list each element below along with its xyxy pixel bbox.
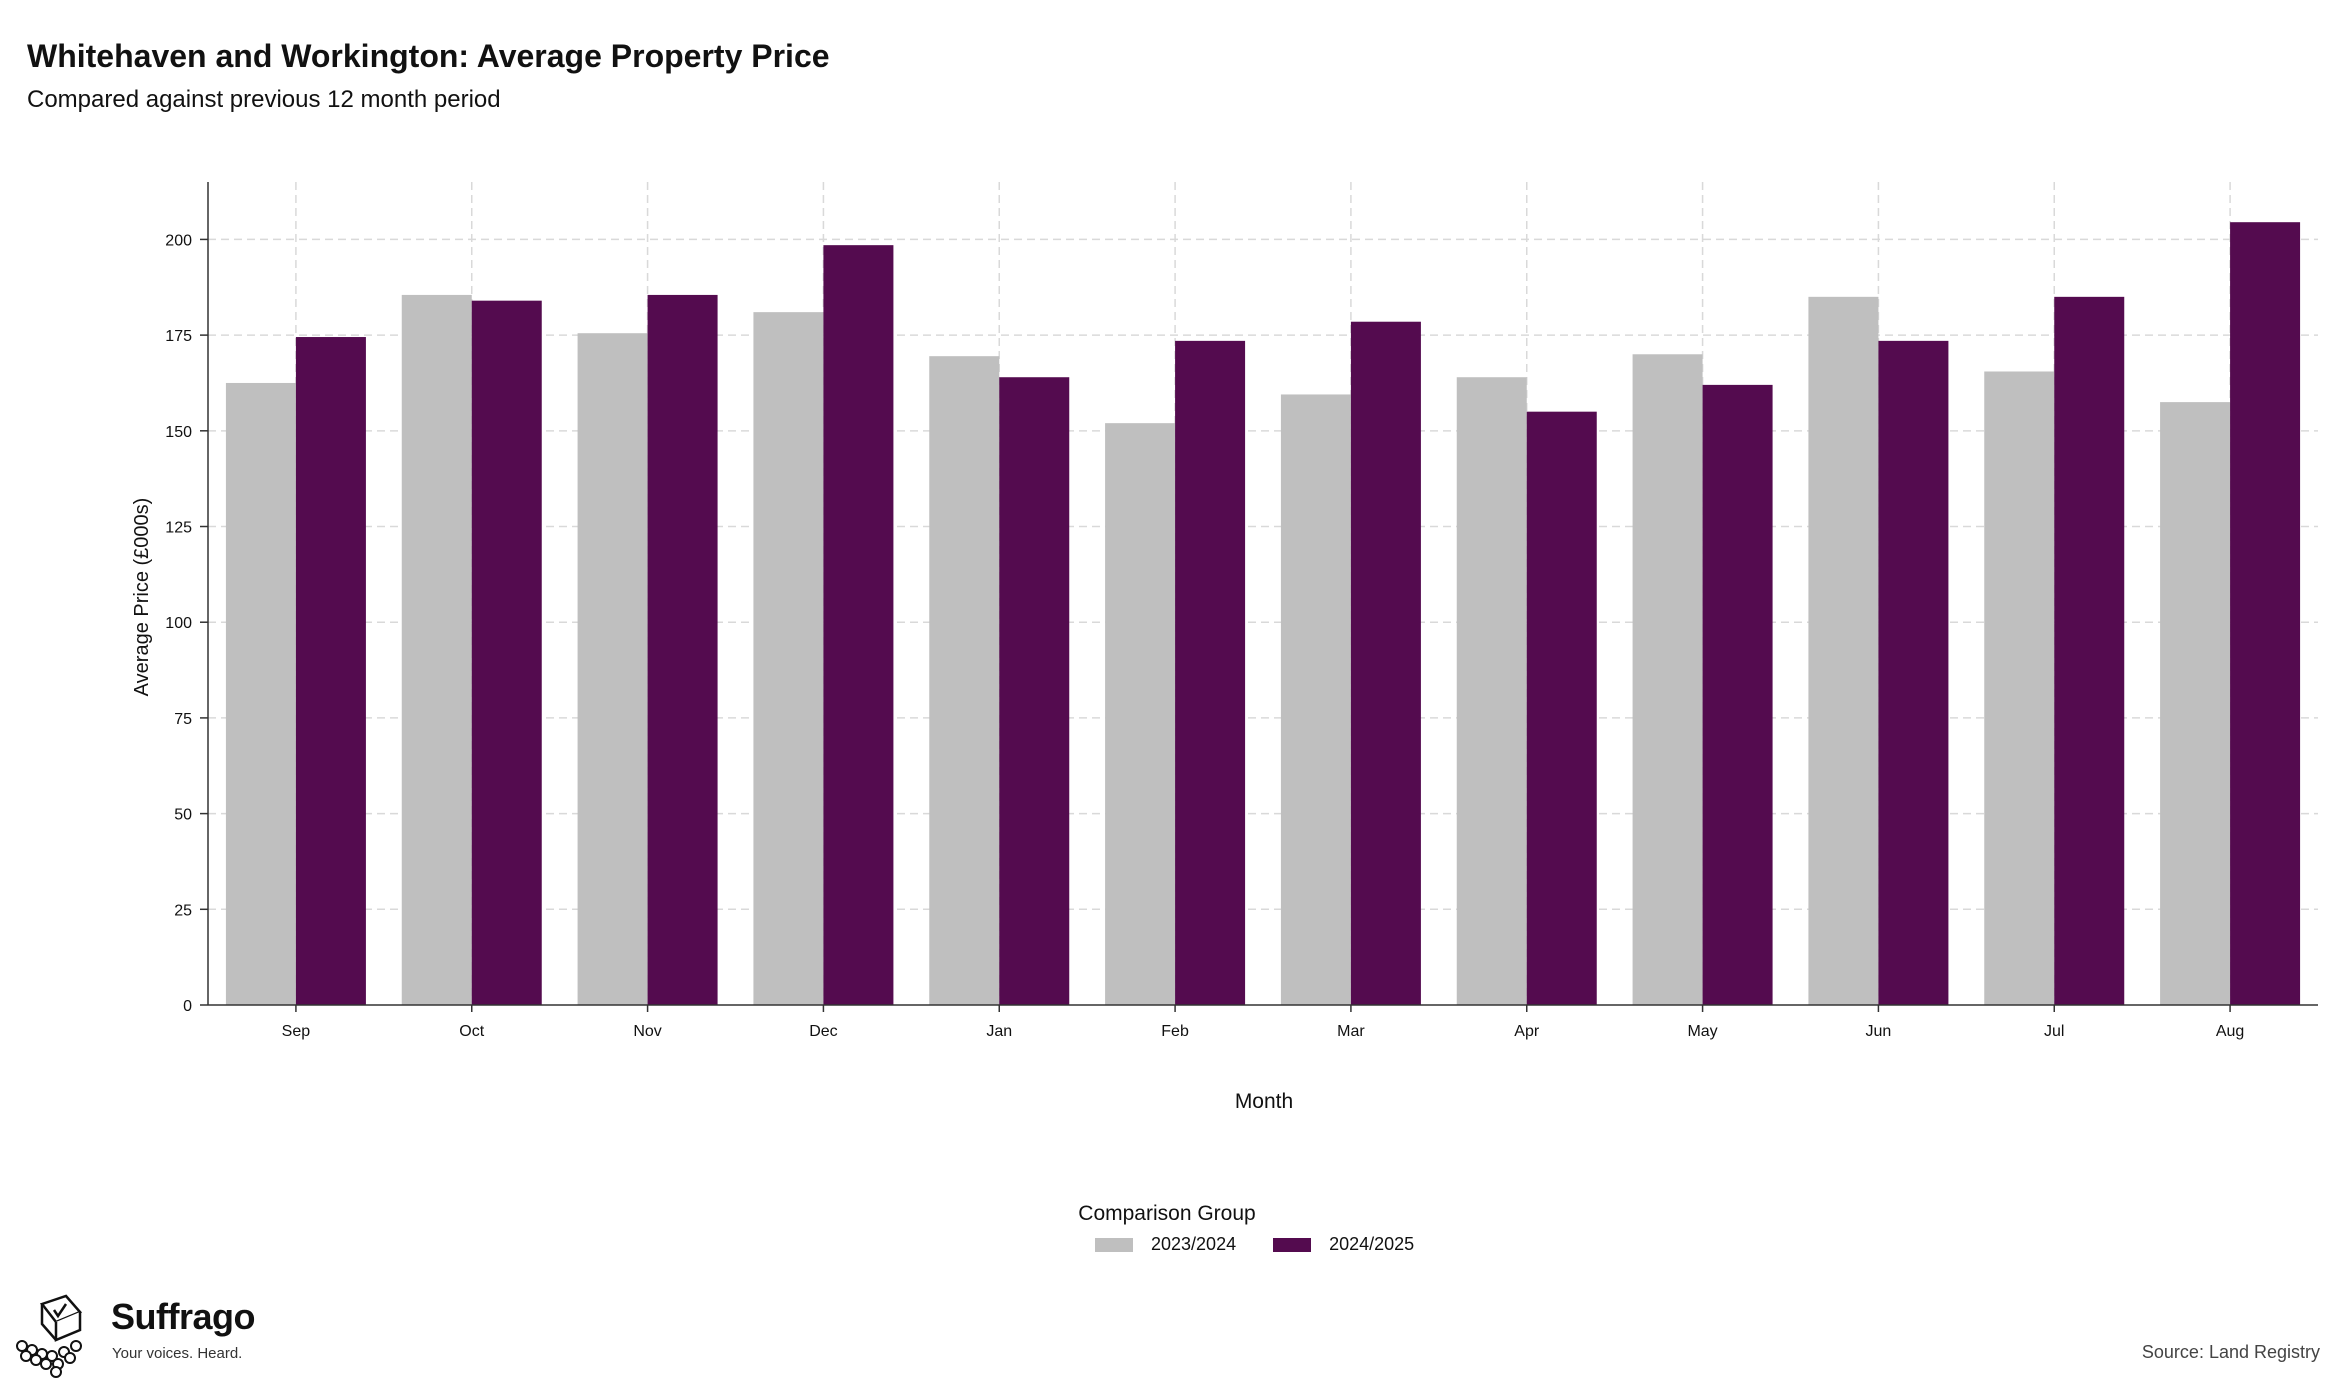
x-tick-label: Oct — [459, 1023, 484, 1040]
x-tick-label: May — [1687, 1023, 1717, 1040]
bar-2023-2024-oct — [401, 294, 472, 1006]
x-tick-label: Aug — [2216, 1023, 2244, 1040]
bar-2023-2024-dec — [753, 312, 824, 1006]
bar-chart: 0 25 50 75 100 125 150 175 200 Sep Oct Nov Dec Jan Fe… — [131, 182, 2318, 1113]
bar-2024-2025-jul — [2054, 296, 2125, 1005]
y-tick-label: 75 — [174, 711, 192, 728]
bar-2024-2025-mar — [1350, 321, 1421, 1005]
axes — [200, 182, 2318, 1012]
x-tick-label: Sep — [282, 1023, 311, 1040]
bar-2024-2025-sep — [295, 337, 366, 1005]
x-tick-label: Jan — [986, 1023, 1012, 1040]
bar-2023-2024-jun — [1808, 296, 1879, 1005]
bar-2024-2025-may — [1702, 384, 1773, 1006]
y-axis-title: Average Price (£000s) — [131, 498, 153, 697]
bar-2023-2024-apr — [1456, 377, 1527, 1005]
y-tick-label: 125 — [165, 520, 192, 537]
chart-subtitle: Compared against previous 12 month perio… — [27, 86, 501, 113]
y-tick-labels: 0 25 50 75 100 125 150 175 200 — [165, 232, 192, 1015]
bars — [225, 222, 2301, 1006]
x-tick-labels: Sep Oct Nov Dec Jan Feb Mar Apr May Jun Jul Aug — [282, 1023, 2245, 1040]
legend-label-2024-2025: 2024/2025 — [1329, 1234, 1415, 1254]
bar-2023-2024-jan — [929, 356, 1000, 1005]
x-tick-label: Nov — [633, 1023, 661, 1040]
legend-item-2024-2025: 2024/2025 — [1273, 1234, 1414, 1255]
x-tick-label: Mar — [1337, 1023, 1365, 1040]
legend-item-2023-2024: 2023/2024 — [1095, 1234, 1236, 1255]
legend-title: Comparison Group — [1078, 1202, 1256, 1225]
bar-2024-2025-apr — [1526, 411, 1597, 1005]
legend-swatch-2024-2025 — [1273, 1237, 1312, 1252]
y-tick-label: 175 — [165, 328, 192, 345]
y-tick-label: 50 — [174, 807, 192, 824]
y-tick-label: 100 — [165, 615, 192, 632]
legend-label-2023-2024: 2023/2024 — [1151, 1234, 1237, 1254]
bar-2023-2024-aug — [2160, 402, 2231, 1006]
x-tick-label: Jun — [1866, 1023, 1892, 1040]
bar-2024-2025-nov — [647, 294, 718, 1006]
x-tick-label: Feb — [1161, 1023, 1189, 1040]
bar-2023-2024-feb — [1105, 423, 1176, 1005]
bar-2023-2024-jul — [1984, 371, 2055, 1005]
bar-2023-2024-mar — [1280, 394, 1351, 1005]
legend-swatch-2023-2024 — [1095, 1237, 1133, 1252]
bar-2024-2025-jan — [999, 377, 1070, 1005]
brand-tagline: Your voices. Heard. — [112, 1345, 243, 1362]
x-axis-title: Month — [1235, 1090, 1293, 1113]
x-tick-label: Dec — [809, 1023, 837, 1040]
x-tick-label: Jul — [2044, 1023, 2064, 1040]
ballot-box-logo-icon — [16, 1294, 83, 1378]
bar-2023-2024-may — [1632, 354, 1703, 1005]
bar-2023-2024-sep — [225, 382, 296, 1006]
brand-name: Suffrago — [111, 1296, 256, 1337]
source-note: Source: Land Registry — [2141, 1342, 2320, 1362]
bar-2024-2025-jun — [1878, 340, 1949, 1005]
bar-2024-2025-aug — [2230, 222, 2301, 1006]
y-tick-label: 150 — [165, 424, 192, 441]
y-tick-label: 200 — [165, 232, 192, 249]
bar-2024-2025-dec — [823, 245, 894, 1005]
x-tick-label: Apr — [1514, 1023, 1540, 1040]
bar-2023-2024-nov — [577, 333, 648, 1005]
chart-title: Whitehaven and Workington: Average Prope… — [27, 38, 830, 74]
bar-2024-2025-feb — [1175, 340, 1246, 1005]
legend: 2023/2024 2024/2025 — [1095, 1234, 1451, 1255]
y-tick-label: 25 — [174, 902, 192, 919]
bar-2024-2025-oct — [471, 300, 542, 1005]
y-tick-label: 0 — [183, 998, 192, 1015]
